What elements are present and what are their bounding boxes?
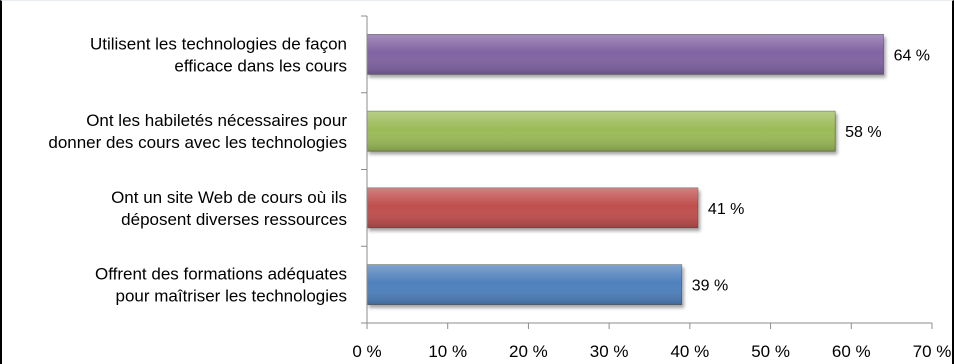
data-label: 58 % bbox=[845, 124, 881, 141]
x-tick-label: 50 % bbox=[751, 342, 790, 361]
data-label: 64 % bbox=[894, 47, 930, 64]
x-tick-label: 40 % bbox=[670, 342, 709, 361]
x-tick-label: 60 % bbox=[832, 342, 871, 361]
bar-shade bbox=[367, 111, 836, 152]
category-label-line: Offrent des formations adéquates bbox=[95, 265, 347, 284]
category-label-line: efficace dans les cours bbox=[174, 56, 347, 75]
category-label-line: Utilisent les technologies de façon bbox=[90, 34, 347, 53]
bar-shade bbox=[367, 34, 884, 75]
x-tick-label: 0 % bbox=[352, 342, 381, 361]
bar-shade bbox=[367, 264, 682, 305]
x-tick-label: 70 % bbox=[913, 342, 952, 361]
data-label: 41 % bbox=[708, 201, 744, 218]
category-label-line: déposent diverses ressources bbox=[121, 210, 347, 229]
category-label-line: donner des cours avec les technologies bbox=[48, 133, 347, 152]
category-label: Ont un site Web de cours où ils déposent … bbox=[111, 188, 347, 229]
category-label: Offrent des formations adéquates pour maî… bbox=[95, 265, 347, 306]
x-tick-label: 20 % bbox=[509, 342, 548, 361]
category-label-line: pour maîtriser les technologies bbox=[115, 287, 347, 306]
x-tick-label: 10 % bbox=[428, 342, 467, 361]
category-label: Ont les habiletés nécessaires pour donner… bbox=[48, 111, 347, 152]
bar-shade bbox=[367, 187, 698, 228]
category-label-line: Ont un site Web de cours où ils bbox=[111, 188, 347, 207]
category-label: Utilisent les technologies de façon effic… bbox=[90, 34, 347, 75]
category-label-line: Ont les habiletés nécessaires pour bbox=[86, 111, 347, 130]
data-label: 39 % bbox=[692, 278, 728, 295]
x-tick-label: 30 % bbox=[590, 342, 629, 361]
